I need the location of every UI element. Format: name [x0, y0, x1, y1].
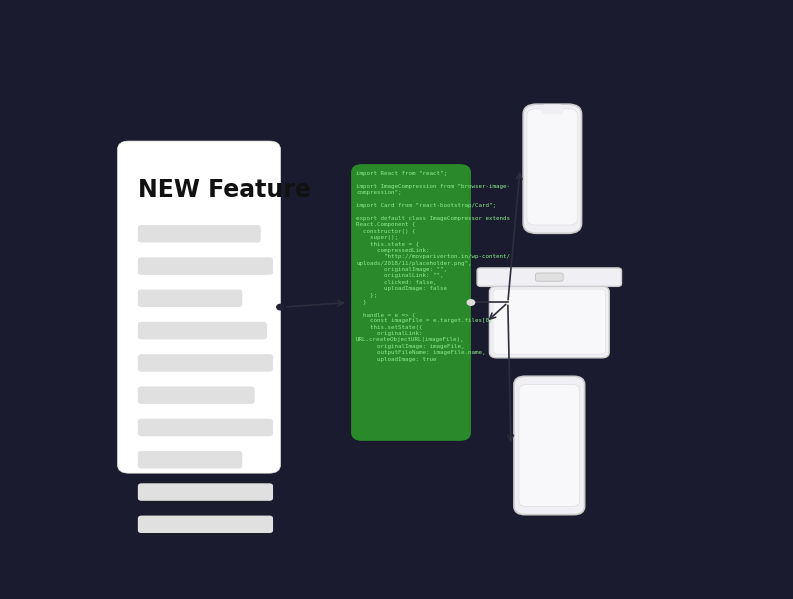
FancyBboxPatch shape: [523, 104, 581, 233]
FancyBboxPatch shape: [477, 268, 622, 286]
Text: NEW Feature: NEW Feature: [138, 178, 311, 202]
FancyBboxPatch shape: [138, 483, 273, 501]
FancyBboxPatch shape: [527, 109, 578, 225]
FancyBboxPatch shape: [535, 273, 563, 282]
FancyBboxPatch shape: [542, 104, 564, 114]
FancyBboxPatch shape: [138, 386, 255, 404]
FancyBboxPatch shape: [514, 376, 584, 515]
FancyBboxPatch shape: [138, 419, 273, 436]
FancyBboxPatch shape: [493, 289, 606, 354]
Text: import React from "react";

import ImageCompression from "browser-image-
compres: import React from "react"; import ImageC…: [356, 171, 510, 362]
FancyBboxPatch shape: [138, 258, 273, 275]
FancyBboxPatch shape: [519, 385, 580, 506]
Circle shape: [467, 300, 475, 305]
FancyBboxPatch shape: [117, 141, 281, 473]
FancyBboxPatch shape: [138, 322, 267, 340]
FancyBboxPatch shape: [138, 225, 261, 243]
FancyBboxPatch shape: [138, 516, 273, 533]
FancyBboxPatch shape: [138, 289, 243, 307]
FancyBboxPatch shape: [489, 286, 609, 358]
Circle shape: [277, 304, 284, 310]
FancyBboxPatch shape: [138, 354, 273, 371]
FancyBboxPatch shape: [351, 164, 471, 441]
FancyBboxPatch shape: [138, 451, 243, 468]
